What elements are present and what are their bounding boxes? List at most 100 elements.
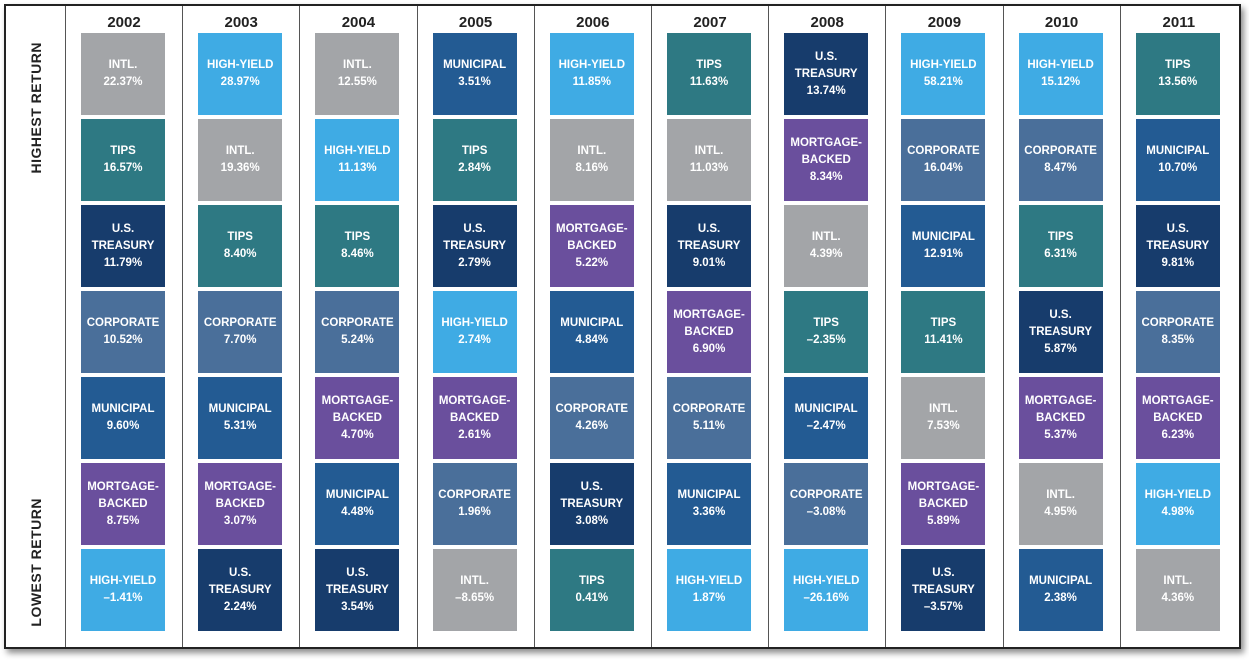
return-value: 6.31% — [1044, 248, 1077, 260]
return-value: 8.34% — [809, 170, 843, 183]
asset-class: U.S. TREASURY — [1029, 308, 1093, 338]
asset-class: MORTGAGE-BACKED — [556, 222, 628, 252]
return-cell: HIGH-YIELD –26.16% — [784, 549, 869, 631]
return-value: 9.81% — [1161, 256, 1195, 269]
asset-class: CORPORATE — [907, 145, 980, 157]
return-value: 5.24% — [341, 334, 374, 346]
year-column: 2007 TIPS 11.63% INTL. 11.03% U.S. TREASURY 9.… — [651, 6, 768, 647]
asset-class: INTL. — [225, 145, 255, 157]
return-value: 12.55% — [337, 76, 377, 88]
asset-class: HIGH-YIELD — [206, 59, 274, 71]
asset-class: U.S. TREASURY — [911, 566, 975, 596]
asset-class: MUNICIPAL — [91, 403, 155, 415]
return-cell: CORPORATE 8.35% — [1135, 291, 1220, 373]
asset-class: CORPORATE — [86, 317, 160, 329]
return-cell: MORTGAGE-BACKED 3.07% — [198, 463, 283, 545]
return-cell: MUNICIPAL 12.91% — [901, 205, 986, 287]
asset-class: HIGH-YIELD — [441, 317, 508, 329]
return-value: –1.41% — [103, 592, 143, 604]
asset-class: MUNICIPAL — [794, 403, 858, 415]
return-value: 0.41% — [575, 592, 609, 604]
return-cell: U.S. TREASURY 13.74% — [784, 33, 869, 115]
return-cell: HIGH-YIELD –1.41% — [81, 549, 165, 631]
return-cell: TIPS 11.41% — [901, 291, 986, 373]
year-header: 2002 — [107, 14, 141, 31]
return-cell: TIPS 2.84% — [432, 119, 517, 201]
asset-class: CORPORATE — [672, 403, 746, 415]
asset-class: U.S. TREASURY — [208, 566, 272, 596]
asset-class: U.S. TREASURY — [325, 566, 389, 596]
year-column: 2004 INTL. 12.55% HIGH-YIELD 11.13% TIPS 8.46%… — [299, 6, 416, 647]
asset-class: HIGH-YIELD — [324, 145, 391, 157]
return-value: 13.56% — [1158, 76, 1198, 88]
asset-class: INTL. — [694, 145, 724, 157]
return-value: 9.60% — [106, 420, 140, 432]
return-value: 13.74% — [806, 84, 846, 97]
return-value: 8.75% — [106, 514, 140, 527]
return-cell: CORPORATE 1.96% — [432, 463, 517, 545]
side-label: HIGHEST RETURN — [28, 42, 44, 174]
year-header: 2009 — [927, 14, 962, 31]
asset-class: MUNICIPAL — [208, 403, 272, 415]
return-cell: INTL. 7.53% — [901, 377, 986, 459]
asset-class: MORTGAGE-BACKED — [1142, 394, 1214, 424]
return-value: 4.98% — [1161, 506, 1195, 518]
return-cell: INTL. 22.37% — [81, 33, 165, 115]
return-cell: U.S. TREASURY 9.81% — [1135, 205, 1220, 287]
asset-class: U.S. TREASURY — [560, 480, 624, 510]
year-column: 2005 MUNICIPAL 3.51% TIPS 2.84% U.S. TREASURY… — [416, 6, 534, 647]
return-cell: MORTGAGE-BACKED 5.22% — [549, 205, 634, 287]
asset-class: MUNICIPAL — [677, 489, 741, 501]
return-value: 7.70% — [223, 334, 257, 346]
return-cell: INTL. 12.55% — [315, 33, 400, 115]
asset-class: TIPS — [461, 145, 488, 157]
return-cell: INTL. 11.03% — [667, 119, 751, 201]
year-column: 2011 TIPS 13.56% MUNICIPAL 10.70% U.S. TREASU… — [1119, 6, 1237, 647]
asset-class: HIGH-YIELD — [1027, 59, 1094, 71]
return-cell: CORPORATE 16.04% — [901, 119, 986, 201]
return-cell: CORPORATE 5.11% — [667, 377, 751, 459]
return-cell: U.S. TREASURY 3.54% — [315, 549, 400, 631]
asset-class: HIGH-YIELD — [910, 59, 977, 71]
asset-class: INTL. — [929, 403, 958, 415]
year-column: 2002 INTL. 22.37% TIPS 16.57% U.S. TREASURY 11… — [65, 6, 182, 647]
asset-class: MORTGAGE-BACKED — [907, 480, 980, 510]
return-cell: HIGH-YIELD 58.21% — [901, 33, 986, 115]
asset-class: MUNICIPAL — [443, 59, 507, 71]
return-value: 3.54% — [341, 600, 374, 613]
return-cell: INTL. 8.16% — [549, 119, 634, 201]
return-cell: TIPS 0.41% — [549, 549, 634, 631]
asset-class: CORPORATE — [1024, 145, 1097, 157]
return-cell: MUNICIPAL 10.70% — [1135, 119, 1220, 201]
asset-class: TIPS — [227, 231, 253, 243]
return-cell: TIPS 8.40% — [198, 205, 283, 287]
return-value: –8.65% — [455, 592, 495, 604]
return-value: 2.61% — [458, 428, 491, 441]
asset-class: MUNICIPAL — [560, 317, 624, 329]
return-cell: MORTGAGE-BACKED 6.23% — [1135, 377, 1220, 459]
asset-class: U.S. TREASURY — [443, 222, 507, 252]
asset-class: CORPORATE — [203, 317, 277, 329]
return-value: 28.97% — [220, 76, 260, 88]
return-cell: INTL. 4.39% — [784, 205, 869, 287]
return-cell: U.S. TREASURY 2.79% — [432, 205, 517, 287]
return-value: 11.03% — [689, 162, 729, 174]
asset-class: TIPS — [110, 145, 136, 157]
asset-class: HIGH-YIELD — [1144, 489, 1212, 501]
asset-class: MORTGAGE-BACKED — [204, 480, 276, 510]
return-cell: MUNICIPAL 9.60% — [81, 377, 165, 459]
return-value: 10.70% — [1158, 162, 1198, 174]
year-column: 2010 HIGH-YIELD 15.12% CORPORATE 8.47% TIPS 6.… — [1002, 6, 1120, 647]
return-cell: INTL. 19.36% — [198, 119, 283, 201]
asset-class: U.S. TREASURY — [794, 50, 858, 80]
asset-class: INTL. — [1163, 575, 1193, 587]
asset-class: CORPORATE — [438, 489, 511, 501]
return-cell: HIGH-YIELD 1.87% — [667, 549, 751, 631]
asset-class: TIPS — [1047, 231, 1074, 243]
year-header: 2011 — [1162, 14, 1196, 31]
return-value: –26.16% — [803, 592, 849, 604]
asset-class: TIPS — [696, 59, 722, 71]
return-value: 1.96% — [458, 506, 491, 518]
return-value: 1.87% — [692, 592, 726, 604]
return-cell: CORPORATE –3.08% — [784, 463, 869, 545]
